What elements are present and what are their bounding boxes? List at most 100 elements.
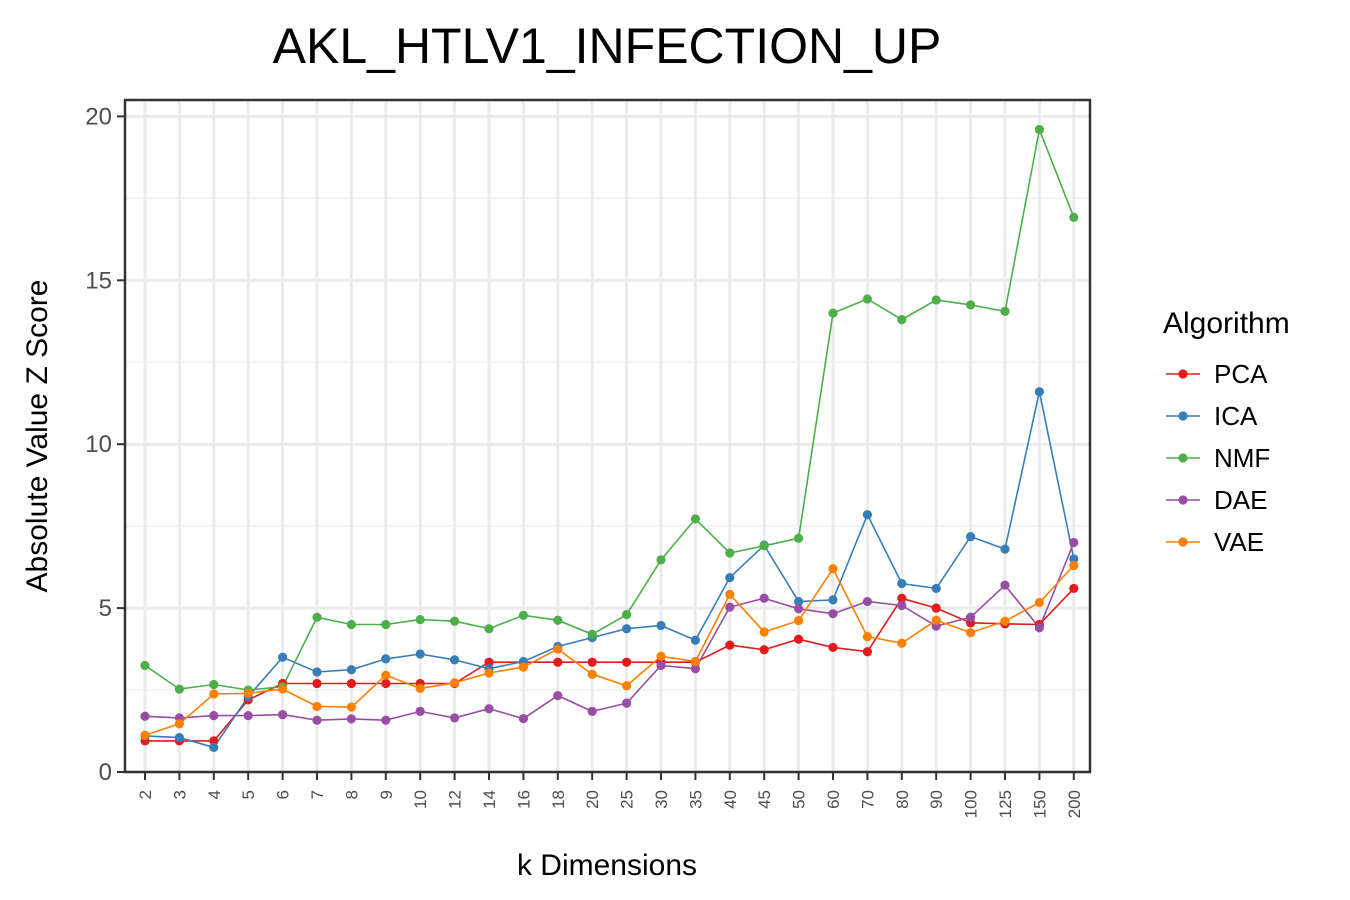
x-tick-label: 50 [790,790,809,809]
y-tick-label: 15 [85,267,112,294]
point-ica [794,596,804,607]
point-vae [278,684,288,694]
point-dae [312,715,322,725]
legend-title: Algorithm [1163,307,1290,340]
point-ica [209,742,219,753]
point-pca [381,678,391,689]
point-vae [518,662,529,672]
point-ica [1000,544,1010,554]
legend-key-point [1178,369,1188,379]
x-tick-label: 125 [996,790,1015,818]
point-nmf [690,514,701,524]
x-tick-label: 16 [514,790,533,809]
y-axis-label: Absolute Value Z Score [21,280,54,593]
point-pca [346,678,356,689]
point-ica [931,583,941,594]
series-line-pca [145,587,1075,742]
point-vae [174,719,184,729]
point-ica [966,532,976,542]
point-pca [828,642,838,653]
point-vae [450,678,460,688]
point-dae [828,609,838,619]
point-nmf [381,619,391,630]
point-pca [209,736,219,746]
point-vae [966,628,976,638]
point-nmf [1034,124,1044,135]
point-nmf [656,555,666,565]
point-pca [1069,583,1079,594]
point-nmf [174,684,184,694]
legend-label-nmf: NMF [1214,443,1270,473]
point-nmf [415,614,425,625]
legend-key-point [1178,537,1188,547]
series-line-nmf [144,126,1075,691]
point-pca [862,647,873,657]
point-pca [622,657,632,667]
x-tick-label: 35 [686,790,705,809]
x-tick-label: 14 [480,790,499,809]
legend-label-pca: PCA [1214,359,1268,389]
y-tick-label: 0 [99,759,112,786]
point-vae [1069,560,1079,571]
y-axis: 0 5 10 15 20 [85,103,125,786]
point-vae [140,730,150,740]
point-dae [897,600,907,611]
x-tick-label: 3 [170,790,189,799]
point-dae [587,706,597,716]
point-pca [725,640,735,650]
point-nmf [1069,212,1079,222]
point-vae [1034,597,1044,608]
point-ica [622,624,632,634]
chart-title: AKL_HTLV1_INFECTION_UP [273,18,942,74]
x-tick-label: 80 [893,790,912,809]
x-tick-label: 25 [618,790,637,809]
x-tick-label: 7 [308,790,327,799]
point-pca [484,657,494,667]
point-ica [862,510,873,520]
point-ica [312,667,322,677]
point-pca [931,603,941,613]
point-vae [587,669,597,679]
x-tick-label: 12 [446,790,465,809]
point-nmf [209,679,219,690]
point-vae [209,689,219,699]
x-tick-label: 4 [205,790,224,799]
series-line-dae [144,542,1075,722]
x-tick-label: 9 [377,790,396,799]
point-ica [656,620,666,631]
x-tick-label: 150 [1030,790,1049,818]
point-ica [725,573,735,583]
point-dae [243,711,253,721]
point-ica [415,649,425,659]
point-vae [415,683,425,694]
y-tick-label: 5 [99,595,112,622]
point-nmf [622,610,632,620]
point-dae [518,713,529,724]
x-tick-label: 60 [824,790,843,809]
point-dae [690,664,701,674]
point-dae [1034,623,1044,633]
point-nmf [518,610,529,620]
point-vae [312,701,322,712]
x-tick-label: 90 [927,790,946,809]
series-line-ica [144,391,1075,749]
legend-key-point [1178,495,1188,505]
point-vae [346,702,356,712]
x-tick-label: 40 [721,790,740,809]
point-nmf [587,629,597,639]
point-vae [1000,616,1010,626]
point-ica [897,578,907,589]
point-dae [862,596,873,607]
point-pca [553,657,563,667]
plot-series [140,124,1079,753]
point-dae [656,660,666,671]
x-tick-label: 8 [342,790,361,799]
point-dae [1069,537,1079,548]
plot-panel-border [123,98,1092,774]
point-vae [828,564,838,574]
point-vae [553,644,563,654]
point-nmf [862,294,873,304]
point-vae [243,688,253,698]
point-nmf [794,533,804,543]
point-nmf [828,308,838,318]
